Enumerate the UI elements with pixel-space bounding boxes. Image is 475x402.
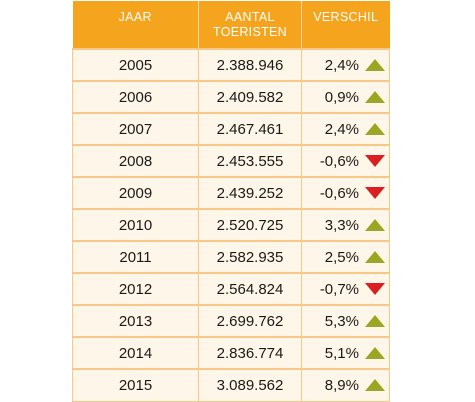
triangle-up-icon: [365, 59, 385, 71]
difference-value: -0,6%: [319, 152, 359, 170]
table-row: 2008 2.453.555 -0,6%: [72, 144, 390, 177]
table-row: 2005 2.388.946 2,4%: [72, 48, 390, 81]
cell-tourists: 2.467.461: [198, 112, 302, 145]
difference-value: 5,3%: [324, 312, 359, 330]
difference-value: 2,4%: [324, 56, 359, 74]
cell-difference: 2,4%: [301, 112, 390, 145]
cell-difference: 0,9%: [301, 80, 390, 113]
cell-year: 2012: [72, 272, 199, 305]
cell-year: 2005: [72, 48, 199, 81]
cell-tourists: 2.699.762: [198, 304, 302, 337]
triangle-up-icon: [365, 219, 385, 231]
difference-value: 2,4%: [324, 120, 359, 138]
header-tourists-line1: AANTAL: [225, 10, 275, 24]
difference-value: 5,1%: [324, 344, 359, 362]
cell-year: 2008: [72, 144, 199, 177]
cell-tourists: 2.582.935: [198, 240, 302, 273]
table-row: 2009 2.439.252 -0,6%: [72, 176, 390, 209]
triangle-up-icon: [365, 379, 385, 392]
triangle-down-icon: [365, 187, 385, 199]
table-row: 2013 2.699.762 5,3%: [72, 304, 390, 337]
header-difference: VERSCHIL: [301, 1, 390, 49]
difference-value: 2,5%: [324, 248, 359, 266]
table-row: 2012 2.564.824 -0,7%: [72, 272, 390, 305]
cell-year: 2009: [72, 176, 199, 209]
triangle-up-icon: [365, 123, 385, 135]
difference-value: -0,6%: [319, 184, 359, 202]
table-header-row: JAAR AANTAL TOERISTEN VERSCHIL: [72, 1, 390, 49]
cell-tourists: 3.089.562: [198, 368, 302, 402]
cell-year: 2013: [72, 304, 199, 337]
cell-year: 2007: [72, 112, 199, 145]
table-row: 2011 2.582.935 2,5%: [72, 240, 390, 273]
header-difference-label: VERSCHIL: [313, 10, 379, 24]
header-tourists-line2: TOERISTEN: [212, 25, 287, 39]
triangle-up-icon: [365, 347, 385, 359]
cell-tourists: 2.409.582: [198, 80, 302, 113]
cell-difference: -0,6%: [301, 144, 390, 177]
triangle-down-icon: [365, 283, 385, 295]
cell-tourists: 2.520.725: [198, 208, 302, 241]
cell-tourists: 2.564.824: [198, 272, 302, 305]
triangle-up-icon: [365, 315, 385, 327]
cell-tourists: 2.453.555: [198, 144, 302, 177]
cell-tourists: 2.836.774: [198, 336, 302, 369]
tourists-table: JAAR AANTAL TOERISTEN VERSCHIL 2005 2.388…: [72, 1, 390, 402]
cell-tourists: 2.439.252: [198, 176, 302, 209]
cell-year: 2010: [72, 208, 199, 241]
table-row: 2006 2.409.582 0,9%: [72, 80, 390, 113]
header-tourists: AANTAL TOERISTEN: [198, 1, 302, 49]
cell-year: 2011: [72, 240, 199, 273]
cell-year: 2006: [72, 80, 199, 113]
table-row: 2007 2.467.461 2,4%: [72, 112, 390, 145]
table-body: 2005 2.388.946 2,4% 2006 2.409.582 0,9% 2007 2.…: [72, 48, 390, 402]
cell-difference: 5,1%: [301, 336, 390, 369]
table-row: 2014 2.836.774 5,1%: [72, 336, 390, 369]
cell-year: 2014: [72, 336, 199, 369]
triangle-up-icon: [365, 251, 385, 263]
difference-value: 0,9%: [324, 88, 359, 106]
cell-year: 2015: [72, 368, 199, 402]
cell-difference: 2,4%: [301, 48, 390, 81]
cell-difference: 8,9%: [301, 368, 390, 402]
cell-difference: 5,3%: [301, 304, 390, 337]
table-row: 2015 3.089.562 8,9%: [72, 368, 390, 402]
cell-difference: 2,5%: [301, 240, 390, 273]
triangle-down-icon: [365, 155, 385, 167]
cell-difference: 3,3%: [301, 208, 390, 241]
table-row: 2010 2.520.725 3,3%: [72, 208, 390, 241]
cell-tourists: 2.388.946: [198, 48, 302, 81]
cell-difference: -0,7%: [301, 272, 390, 305]
cell-difference: -0,6%: [301, 176, 390, 209]
difference-value: -0,7%: [319, 280, 359, 298]
triangle-up-icon: [365, 91, 385, 103]
header-year-label: JAAR: [118, 10, 152, 24]
difference-value: 8,9%: [324, 376, 359, 394]
difference-value: 3,3%: [324, 216, 359, 234]
header-year: JAAR: [72, 1, 199, 49]
